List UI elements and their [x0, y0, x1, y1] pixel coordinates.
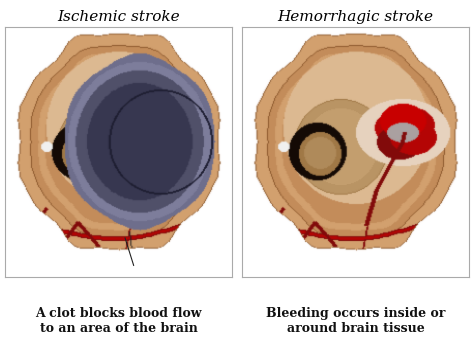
Text: A clot blocks blood flow
to an area of the brain: A clot blocks blood flow to an area of t…	[35, 307, 202, 335]
Text: Hemorrhagic stroke: Hemorrhagic stroke	[277, 10, 434, 24]
Text: Bleeding occurs inside or
around brain tissue: Bleeding occurs inside or around brain t…	[266, 307, 445, 335]
Text: Ischemic stroke: Ischemic stroke	[57, 10, 180, 24]
